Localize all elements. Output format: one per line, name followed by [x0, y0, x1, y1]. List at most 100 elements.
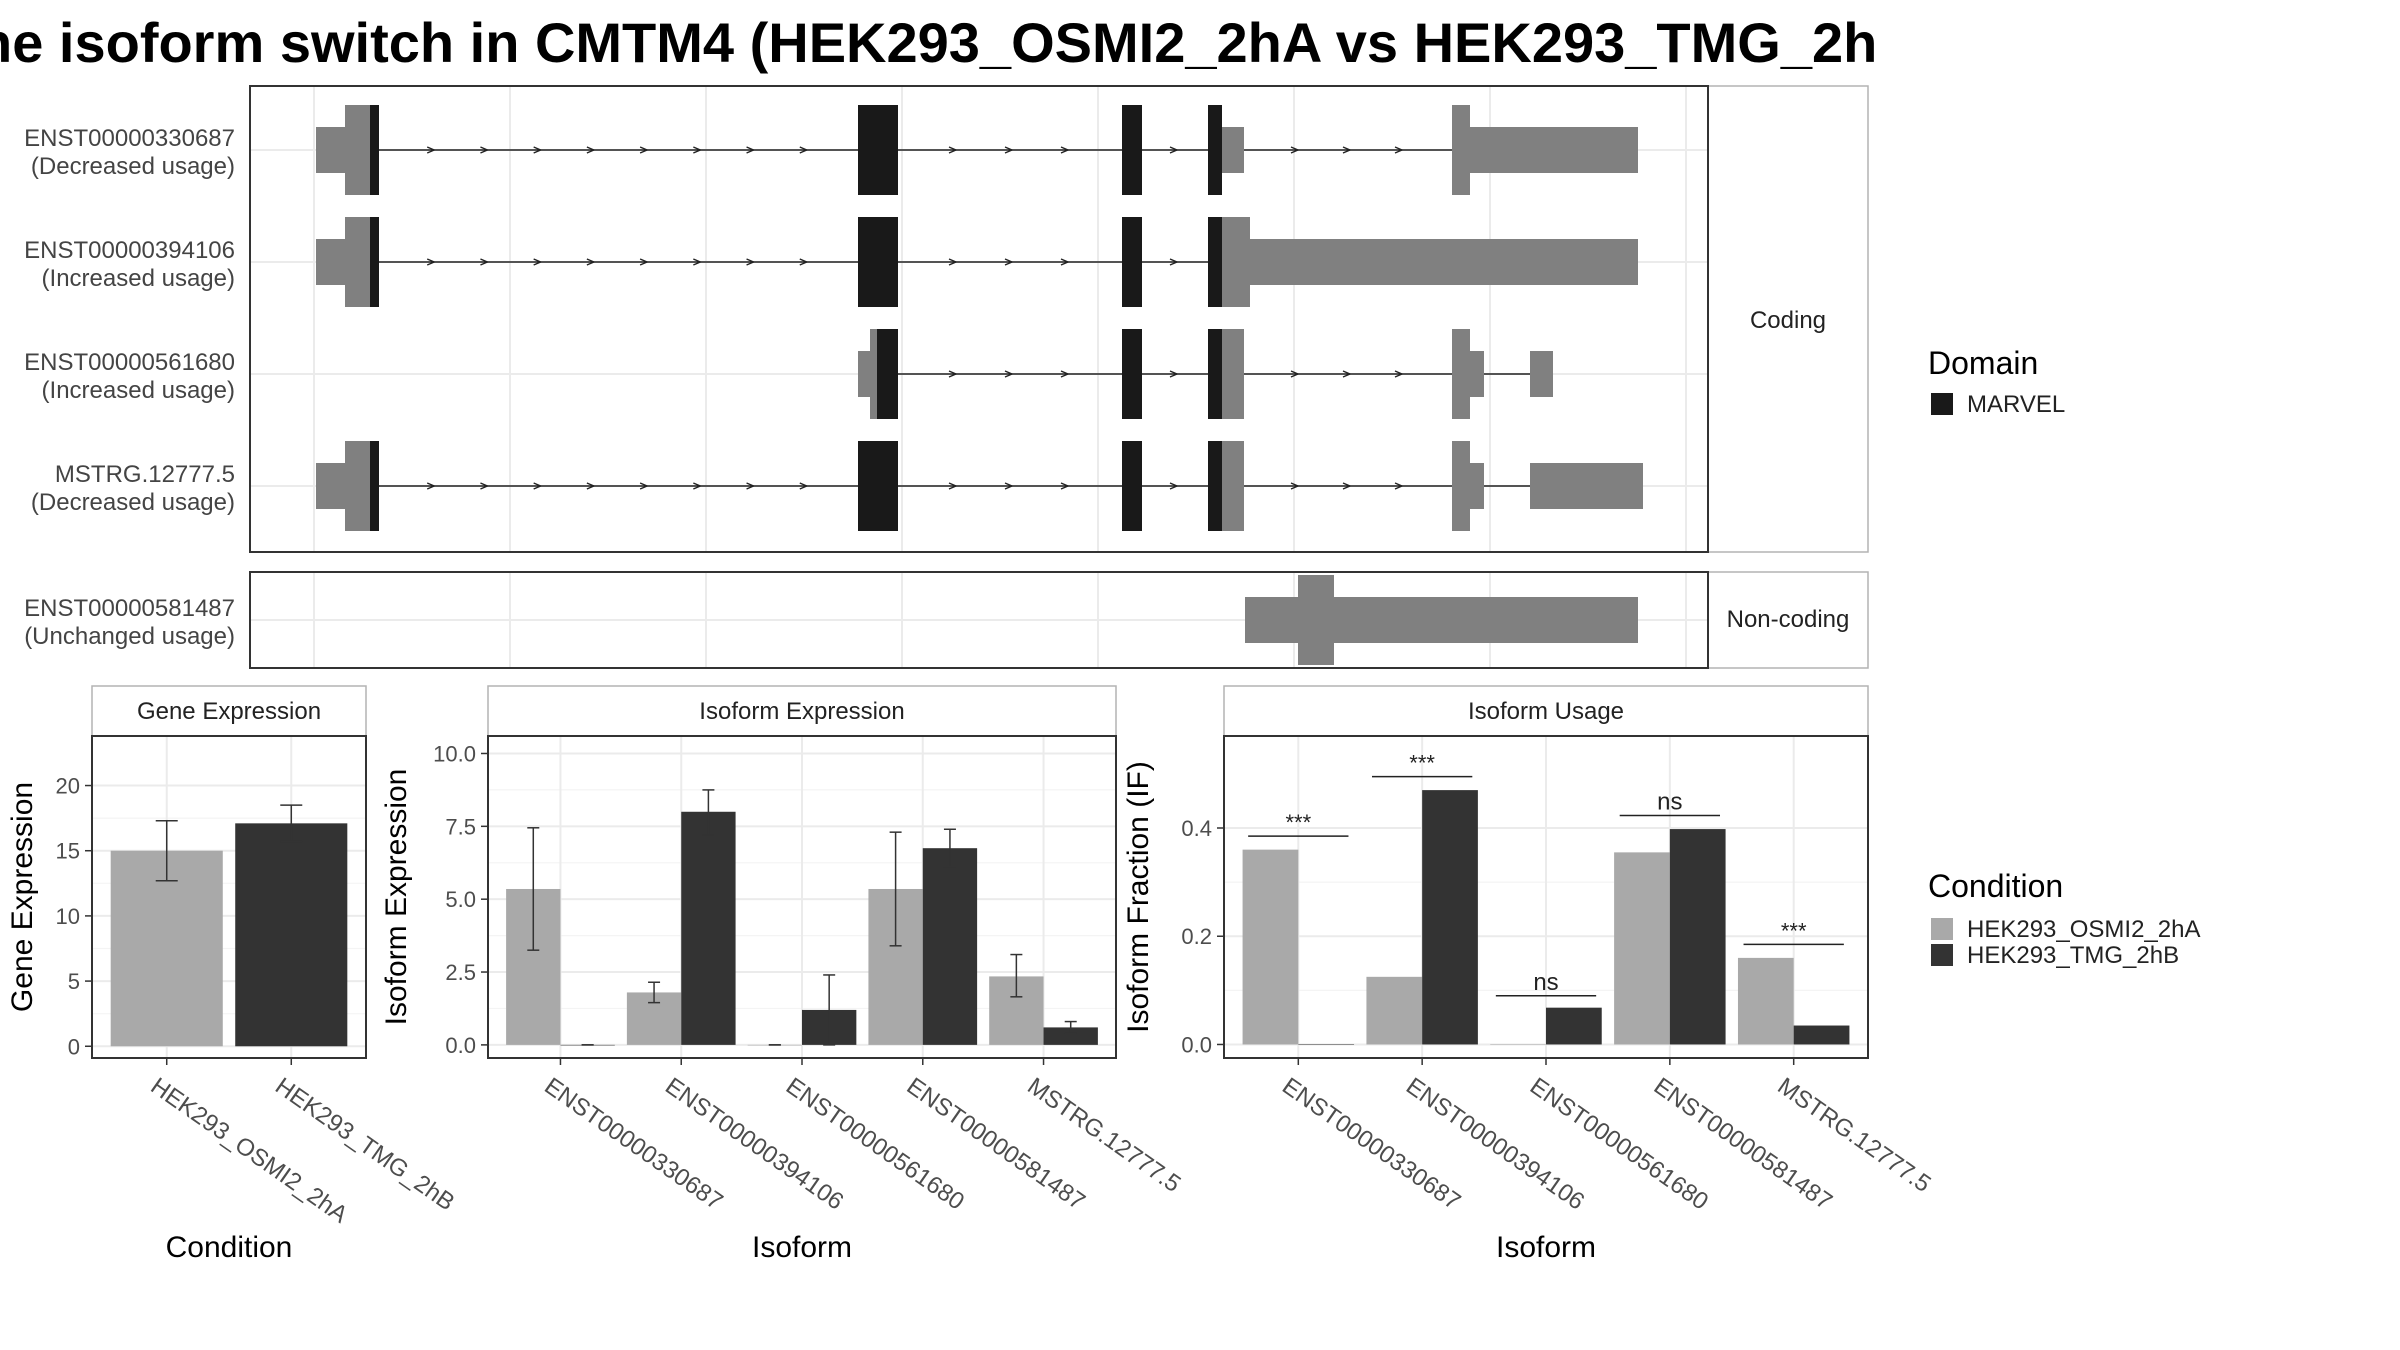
transcript-ENST00000330687: ENST00000330687(Decreased usage) — [24, 105, 1638, 195]
transcript-label: ENST00000394106 — [24, 237, 235, 264]
intron-arrow — [1004, 482, 1014, 490]
intron-arrow — [799, 146, 809, 154]
y-axis-title: Isoform Expression — [380, 769, 413, 1026]
domain-exon — [1122, 217, 1142, 307]
exon — [1298, 575, 1334, 665]
intron-arrow — [1290, 370, 1300, 378]
y-tick-label: 20 — [56, 774, 80, 799]
intron-arrow — [1060, 146, 1070, 154]
intron-arrow — [639, 146, 649, 154]
intron-arrow — [1004, 370, 1014, 378]
page-title-text: he isoform switch in CMTM4 (HEK293_OSMI2… — [0, 11, 1880, 74]
intron-arrow — [1342, 482, 1352, 490]
exon — [1452, 329, 1470, 419]
x-axis-title: Isoform — [752, 1231, 852, 1264]
exon — [1452, 441, 1470, 531]
y-tick-label: 0.4 — [1181, 816, 1212, 841]
intron-arrow — [799, 258, 809, 266]
y-tick-label: 5 — [68, 969, 80, 994]
intron-arrow — [948, 258, 958, 266]
transcript-label: ENST00000581487 — [24, 595, 235, 622]
exon — [1452, 105, 1470, 195]
bar — [681, 811, 736, 1045]
intron-arrow — [1169, 482, 1179, 490]
domain-exon — [370, 105, 379, 195]
legend-key — [1931, 918, 1953, 940]
bar — [110, 850, 223, 1047]
intron-arrow — [1290, 482, 1300, 490]
intron-arrow — [480, 258, 490, 266]
intron-arrow — [586, 258, 596, 266]
intron-arrow — [948, 146, 958, 154]
intron-arrow — [1342, 146, 1352, 154]
exon — [1222, 127, 1244, 173]
significance-label: ns — [1657, 789, 1682, 816]
intron-arrow — [1060, 482, 1070, 490]
intron-arrow — [480, 482, 490, 490]
y-tick-label: 0 — [68, 1034, 80, 1059]
exon — [1470, 127, 1638, 173]
strip-label: Non-coding — [1727, 606, 1850, 633]
domain-exon — [1208, 441, 1222, 531]
transcript-panel-non-coding: Non-coding ENST00000581487(Unchanged usag… — [24, 571, 1869, 669]
intron-arrow — [639, 482, 649, 490]
exon — [345, 441, 370, 531]
y-tick-label: 15 — [56, 839, 80, 864]
intron-arrow — [1169, 370, 1179, 378]
intron-arrow — [1394, 146, 1404, 154]
panel-border — [249, 85, 1709, 553]
legend-title: Condition — [1928, 868, 2063, 904]
legend-label: MARVEL — [1967, 391, 2065, 418]
intron-arrow — [426, 258, 436, 266]
intron-arrow — [1004, 258, 1014, 266]
exon — [1530, 463, 1643, 509]
bar — [922, 848, 978, 1045]
panel-title: Isoform Usage — [1468, 698, 1624, 725]
transcript-ENST00000581487: ENST00000581487(Unchanged usage) — [24, 575, 1638, 665]
bar — [1614, 852, 1670, 1045]
bar — [235, 823, 348, 1047]
domain-exon — [858, 441, 898, 531]
domain-exon — [858, 217, 898, 307]
exon — [316, 127, 345, 173]
significance-label: ns — [1533, 969, 1558, 996]
intron-arrow — [693, 146, 703, 154]
intron-arrow — [1169, 146, 1179, 154]
transcript-label: MSTRG.12777.5 — [55, 461, 235, 488]
bar — [1546, 1007, 1602, 1045]
intron-arrow — [1060, 258, 1070, 266]
legends: Domain MARVEL Condition HEK293_OSMI2_2hAHEK… — [1928, 345, 2200, 969]
panel-border — [249, 571, 1709, 669]
y-tick-label: 0.0 — [445, 1033, 476, 1058]
intron-arrow — [693, 258, 703, 266]
intron-arrow — [746, 482, 756, 490]
legend-label: HEK293_TMG_2hB — [1967, 942, 2179, 969]
legend-label: HEK293_OSMI2_2hA — [1967, 916, 2200, 943]
bar — [1366, 976, 1423, 1045]
y-tick-label: 10.0 — [433, 741, 476, 766]
y-tick-label: 7.5 — [445, 814, 476, 839]
bar — [1242, 849, 1299, 1045]
significance-label: *** — [1285, 810, 1311, 835]
exon — [1530, 351, 1553, 397]
exon — [345, 105, 370, 195]
x-axis-title: Isoform — [1496, 1231, 1596, 1264]
domain-exon — [370, 217, 379, 307]
exon — [1250, 239, 1638, 285]
domain-exon — [1208, 329, 1222, 419]
exon — [858, 351, 870, 397]
transcript-label: ENST00000330687 — [24, 125, 235, 152]
bar-panels: Gene Expression05101520HEK293_OSMI2_2hAH… — [6, 685, 1936, 1264]
intron-arrow — [693, 482, 703, 490]
panel-title: Isoform Expression — [699, 698, 904, 725]
intron-arrow — [746, 146, 756, 154]
transcript-ENST00000561680: ENST00000561680(Increased usage) — [24, 329, 1553, 419]
bar — [1737, 957, 1794, 1045]
intron-arrow — [1394, 370, 1404, 378]
exon — [1470, 463, 1484, 509]
exon — [345, 217, 370, 307]
